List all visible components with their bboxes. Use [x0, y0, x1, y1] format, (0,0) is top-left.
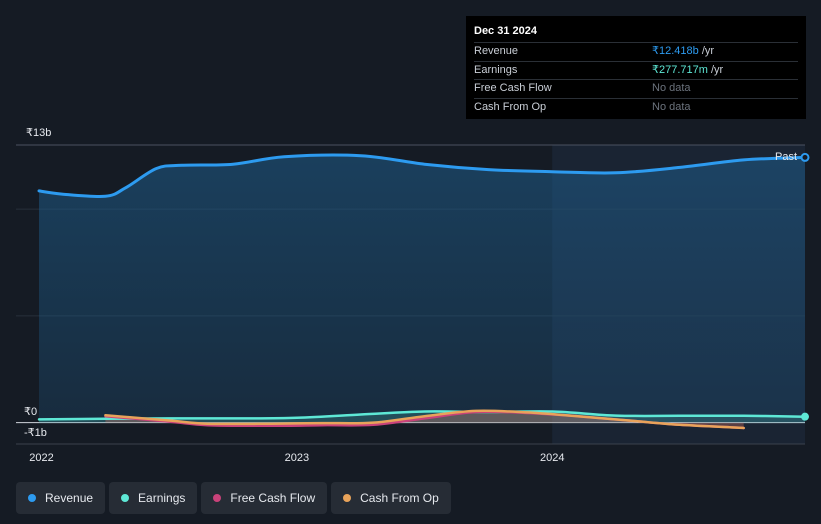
legend-item-revenue[interactable]: Revenue: [16, 482, 106, 514]
y-tick-label: ₹13b: [26, 127, 51, 139]
tooltip-label: Revenue: [474, 45, 519, 57]
tooltip-row-cfo: Cash From Op No data: [474, 97, 798, 117]
legend-dot-icon: [213, 494, 222, 502]
legend-item-cash-from-op[interactable]: Cash From Op: [331, 482, 451, 514]
legend-dot-icon: [343, 494, 352, 502]
earnings-line: [37, 410, 807, 421]
tooltip-row-earnings: Earnings ₹277.717m /yr: [474, 60, 798, 80]
cash-from-op-line: [104, 409, 745, 430]
revenue-end-marker: [800, 152, 810, 162]
y-tick-label: -₹1b: [24, 427, 47, 439]
x-tick-label: 2023: [285, 452, 309, 464]
tooltip-unit: /yr: [707, 63, 724, 76]
x-tick-label: 2024: [540, 452, 564, 464]
tooltip-row-fcf: Free Cash Flow No data: [474, 79, 798, 98]
tooltip-value: ₹12.418b: [652, 45, 699, 57]
tooltip-value: ₹277.717m: [652, 63, 708, 76]
legend-dot-icon: [121, 494, 130, 502]
tooltip-value: No data: [652, 100, 691, 113]
legend-item-earnings[interactable]: Earnings: [109, 482, 198, 514]
tooltip-unit: /yr: [698, 45, 715, 57]
revenue-area: [39, 155, 805, 423]
tooltip-label: Earnings: [474, 63, 518, 76]
past-label: Past: [775, 151, 797, 163]
tooltip-value: No data: [652, 82, 691, 94]
legend-dot-icon: [28, 494, 36, 502]
tooltip-label: Cash From Op: [474, 100, 547, 113]
legend-label: Revenue: [45, 491, 94, 505]
tooltip-row-revenue: Revenue ₹12.418b /yr: [474, 42, 798, 61]
earnings-end-marker: [801, 412, 809, 421]
x-tick-label: 2022: [29, 452, 53, 464]
y-tick-label: ₹0: [24, 406, 37, 418]
legend-label: Cash From Op: [360, 491, 439, 505]
tooltip-date: Dec 31 2024: [474, 25, 537, 37]
tooltip-panel: Dec 31 2024 Revenue ₹12.418b /yr Earning…: [466, 16, 806, 119]
tooltip-label: Free Cash Flow: [474, 82, 552, 94]
legend-label: Free Cash Flow: [230, 491, 316, 505]
legend-label: Earnings: [138, 491, 186, 505]
legend: Revenue Earnings Free Cash Flow Cash Fro…: [16, 482, 451, 514]
legend-item-free-cash-flow[interactable]: Free Cash Flow: [201, 482, 328, 514]
revenue-line: [37, 153, 807, 199]
